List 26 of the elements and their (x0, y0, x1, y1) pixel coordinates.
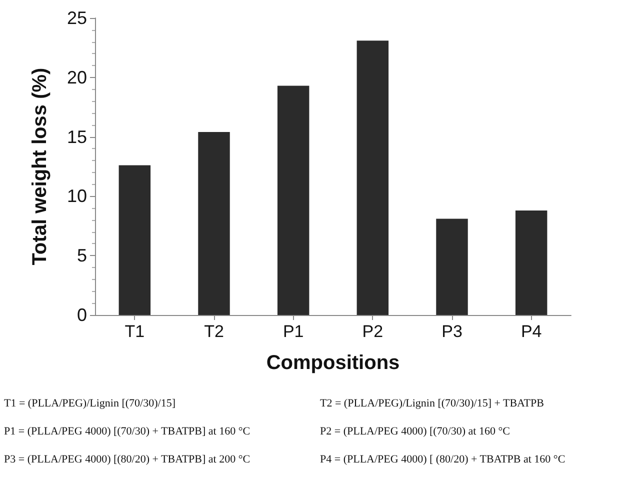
x-tick-label: P4 (520, 322, 542, 341)
x-tick-label: P1 (282, 322, 304, 341)
text: P1 = (PLLA/PEG 4000) [(70/30) + TBATPB] at 160 °C (4, 426, 250, 438)
y-tick-label: 5 (76, 246, 87, 266)
text: P3 = (PLLA/PEG 4000) [(80/20) + TBATPB] at 200 °C (4, 454, 250, 466)
bar (277, 86, 310, 315)
bar (515, 210, 548, 315)
y-tick-label: 25 (66, 8, 87, 28)
y-tick-label: 20 (66, 67, 87, 88)
x-axis-title: Compositions (266, 352, 400, 374)
x-tick-label: T2 (204, 322, 224, 341)
bar (118, 165, 151, 315)
bar (436, 218, 468, 315)
x-tick-label: T1 (124, 322, 145, 341)
text: P4 = (PLLA/PEG 4000) [ (80/20) + TBATPB at 160 °C (320, 454, 566, 466)
text: P2 = (PLLA/PEG 4000) [(70/30) at 160 °C (320, 426, 510, 438)
x-tick-label: P2 (362, 322, 384, 341)
y-axis-title: Total weight loss (%) (29, 68, 51, 266)
y-tick-label: 15 (66, 126, 87, 147)
y-tick-label: 10 (66, 186, 87, 206)
text: T2 = (PLLA/PEG)/Lignin [(70/30)/15] + TBATPB (320, 398, 544, 410)
y-tick-label: 0 (76, 305, 87, 325)
text: T1 = (PLLA/PEG)/Lignin [(70/30)/15] (4, 398, 176, 410)
bar (198, 132, 230, 315)
x-tick-label: P3 (442, 322, 462, 341)
bar (356, 40, 389, 315)
